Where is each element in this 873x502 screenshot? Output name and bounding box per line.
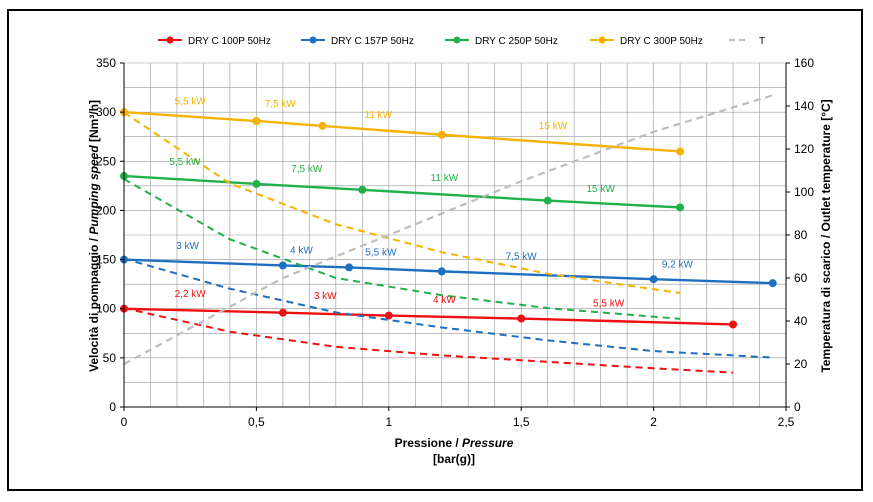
power-label: 7,5 kW	[506, 252, 538, 263]
legend: DRY C 100P 50Hz DRY C 157P 50Hz DRY C 250P…	[158, 36, 765, 47]
x-axis-title: Pressione / Pressure	[395, 436, 514, 450]
power-label: 5,5 kW	[593, 299, 625, 310]
legend-label-dry-c-100p-50hz: DRY C 100P 50Hz	[188, 36, 271, 47]
series-dry-c-300p-50hz-temperature-line	[123, 111, 681, 295]
y2-tick-label: 120	[794, 142, 814, 156]
y2-tick-label: 100	[794, 185, 814, 199]
axes: 0 0,5 1 1,5 2 2,50501001502002503003500204060…	[96, 56, 814, 429]
series-dry-c-157p-50hz-temperature-line	[123, 257, 773, 359]
x-tick-label: 0,5	[248, 415, 265, 429]
y-axis-title: Velocità di pompaggio / Pumping speed [N…	[87, 100, 101, 372]
power-label: 9,2 kW	[662, 259, 694, 270]
y2-tick-label: 20	[794, 357, 808, 371]
series-dry-c-157p-50hz-line	[123, 258, 773, 285]
power-label: 15 kW	[539, 121, 568, 132]
y2-tick-label: 160	[794, 56, 814, 70]
series-dry-c-157p-50hz-point	[649, 275, 658, 284]
y-tick-label: 50	[103, 351, 117, 365]
power-label: 7,5 kW	[265, 99, 297, 110]
x-tick-label: 2	[650, 415, 657, 429]
series-dry-c-157p-50hz-point	[278, 261, 287, 270]
power-label: 2,2 kW	[175, 289, 207, 300]
x-tick-label: 0	[121, 415, 128, 429]
series-dry-c-250p-50hz-point	[543, 196, 552, 205]
y-tick-label: 350	[96, 56, 116, 70]
legend-label-t: T	[759, 36, 765, 47]
y-tick-label: 100	[96, 302, 116, 316]
series-dry-c-100p-50hz-point	[729, 320, 738, 329]
series-dry-c-300p-50hz-point	[318, 121, 327, 130]
y2-tick-label: 140	[794, 99, 814, 113]
series-dry-c-250p-50hz-point	[676, 203, 685, 212]
legend-marker-dry-c-250p-50hz	[453, 36, 461, 44]
legend-marker-dry-c-300p-50hz	[598, 36, 606, 44]
legend-marker-dry-c-100p-50hz	[166, 36, 174, 44]
legend-label-dry-c-300p-50hz: DRY C 300P 50Hz	[620, 36, 703, 47]
y2-tick-label: 40	[794, 314, 808, 328]
y-tick-label: 250	[96, 154, 116, 168]
chart-frame	[7, 9, 863, 491]
power-label: 11 kW	[431, 173, 459, 184]
series-dry-c-100p-50hz-point	[278, 308, 287, 317]
power-label: 3 kW	[314, 291, 337, 302]
y2-tick-label: 60	[794, 271, 808, 285]
x-tick-label: 1,5	[513, 415, 530, 429]
power-label: 7,5 kW	[291, 164, 323, 175]
power-label: 5,5 kW	[175, 96, 207, 107]
series-dry-c-300p-50hz-point	[676, 147, 685, 156]
power-label: 4 kW	[290, 246, 313, 257]
y2-tick-label: 0	[794, 400, 801, 414]
series-dry-c-300p-50hz-point	[252, 116, 261, 125]
series-dry-c-100p-50hz-point	[384, 311, 393, 320]
series-dry-c-157p-50hz-point	[768, 279, 777, 288]
power-label: 3 kW	[176, 241, 199, 252]
y2-tick-label: 80	[794, 228, 808, 242]
x-axis-unit: [bar(g)]	[433, 452, 475, 466]
series-dry-c-100p-50hz-point	[517, 314, 526, 323]
curves	[120, 94, 777, 374]
power-label: 5,5 kW	[365, 248, 397, 259]
series-dry-c-300p-50hz-line	[123, 110, 681, 153]
series-dry-c-100p-50hz-temperature-line	[123, 307, 734, 374]
y-tick-label: 150	[96, 253, 116, 267]
series-t-temperature-line	[123, 94, 774, 365]
power-label: 4 kW	[433, 295, 456, 306]
y-tick-label: 300	[96, 105, 116, 119]
x-tick-label: 1	[385, 415, 392, 429]
legend-label-dry-c-250p-50hz: DRY C 250P 50Hz	[475, 36, 558, 47]
power-label: 11 kW	[364, 110, 392, 121]
series-dry-c-300p-50hz-point	[437, 130, 446, 139]
series-dry-c-250p-50hz-temperature-line	[123, 178, 681, 320]
x-tick-label: 2,5	[778, 415, 795, 429]
power-label: 15 kW	[586, 184, 615, 195]
power-label: 5,5 kW	[169, 157, 201, 168]
legend-marker-dry-c-157p-50hz	[309, 36, 317, 44]
y2-axis-title: Temperatura di scarico / Outlet temperat…	[819, 99, 833, 372]
series-dry-c-250p-50hz-point	[358, 185, 367, 194]
power-labels: 2,2 kW 3 kW 4 kW 5,5 kW 3 kW 4 kW 5,5 kW 7,5 kW…	[169, 96, 693, 309]
y-tick-label: 200	[96, 203, 116, 217]
legend-label-dry-c-157p-50hz: DRY C 157P 50Hz	[331, 36, 414, 47]
series-dry-c-157p-50hz-point	[345, 263, 354, 272]
series-dry-c-157p-50hz-point	[437, 267, 446, 276]
y-tick-label: 0	[109, 400, 116, 414]
series-dry-c-250p-50hz-point	[252, 179, 261, 188]
